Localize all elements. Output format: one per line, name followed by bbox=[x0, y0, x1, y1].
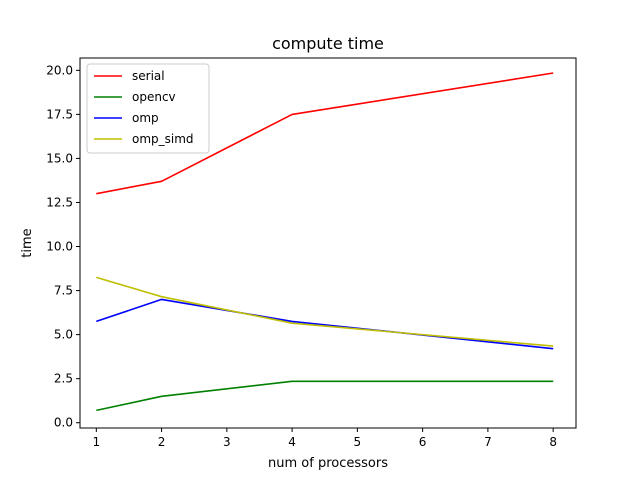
x-tick-label: 7 bbox=[484, 435, 492, 449]
y-tick-label: 12.5 bbox=[46, 195, 73, 209]
x-tick-label: 6 bbox=[419, 435, 427, 449]
x-tick-label: 2 bbox=[158, 435, 166, 449]
legend-label: omp bbox=[132, 111, 159, 125]
legend-label: serial bbox=[132, 69, 165, 83]
y-tick-label: 0.0 bbox=[54, 416, 73, 430]
legend-label: omp_simd bbox=[132, 132, 194, 146]
chart-title: compute time bbox=[272, 34, 384, 53]
y-tick-label: 5.0 bbox=[54, 328, 73, 342]
x-tick-label: 3 bbox=[223, 435, 231, 449]
x-axis-label: num of processors bbox=[268, 456, 388, 471]
x-tick-label: 4 bbox=[288, 435, 296, 449]
y-tick-label: 10.0 bbox=[46, 240, 73, 254]
y-tick-label: 20.0 bbox=[46, 63, 73, 77]
legend: serial opencv omp omp_simd bbox=[87, 64, 209, 153]
legend-label: opencv bbox=[132, 90, 176, 104]
y-tick-label: 2.5 bbox=[54, 372, 73, 386]
x-tick-label: 8 bbox=[549, 435, 557, 449]
x-tick-label: 5 bbox=[354, 435, 362, 449]
x-tick-label: 1 bbox=[92, 435, 100, 449]
y-tick-label: 15.0 bbox=[46, 151, 73, 165]
y-axis-label: time bbox=[20, 228, 35, 257]
y-tick-label: 17.5 bbox=[46, 107, 73, 121]
y-tick-label: 7.5 bbox=[54, 284, 73, 298]
